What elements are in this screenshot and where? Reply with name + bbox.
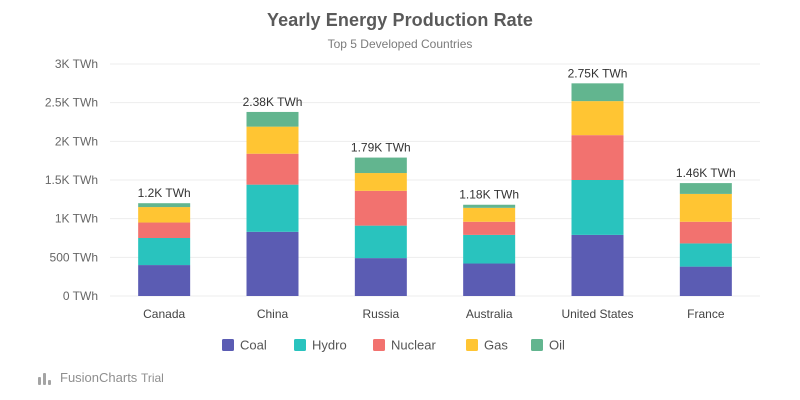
bar-segment-coal <box>571 234 624 296</box>
chart-subtitle: Top 5 Developed Countries <box>327 37 473 51</box>
bar-segment-nuclear <box>138 222 191 238</box>
brand-name: FusionCharts <box>60 370 138 385</box>
bar-segment-coal <box>354 258 407 296</box>
bar-segment-oil <box>354 157 407 174</box>
bar-segment-coal <box>679 266 732 296</box>
legend-label: Coal <box>240 338 267 353</box>
bar-segment-nuclear <box>463 221 516 235</box>
legend-swatch <box>466 339 478 351</box>
y-tick-label: 2.5K TWh <box>45 96 98 110</box>
total-label: 1.18K TWh <box>459 188 519 202</box>
x-tick-label: Australia <box>466 307 513 321</box>
legend-swatch <box>531 339 543 351</box>
legend-swatch <box>294 339 306 351</box>
bar-segment-hydro <box>246 184 299 232</box>
total-label: 1.46K TWh <box>676 166 736 180</box>
bar-segment-coal <box>138 265 191 296</box>
y-tick-label: 3K TWh <box>55 57 98 71</box>
bar-segment-gas <box>571 101 624 136</box>
total-label: 2.75K TWh <box>568 66 628 80</box>
x-tick-label: Russia <box>362 307 399 321</box>
bar-segment-nuclear <box>354 190 407 226</box>
bar-segment-oil <box>571 83 624 102</box>
bar-segment-gas <box>246 126 299 154</box>
bar-segment-gas <box>463 207 516 222</box>
bar-segment-hydro <box>138 238 191 266</box>
bar-segment-oil <box>246 111 299 127</box>
bar-segment-hydro <box>463 234 516 264</box>
brand-trial: Trial <box>140 371 164 385</box>
bar-segment-hydro <box>571 180 624 235</box>
total-label: 2.38K TWh <box>243 95 303 109</box>
bar-segment-oil <box>679 183 732 194</box>
legend-label: Oil <box>549 338 565 353</box>
legend-swatch <box>373 339 385 351</box>
bar-segment-coal <box>246 231 299 296</box>
legend-label: Hydro <box>312 338 347 353</box>
y-tick-label: 1.5K TWh <box>45 173 98 187</box>
x-tick-label: China <box>257 307 289 321</box>
legend-label: Nuclear <box>391 338 436 353</box>
bar-segment-oil <box>138 203 191 208</box>
bar-segment-nuclear <box>571 135 624 180</box>
legend-swatch <box>222 339 234 351</box>
bar-segment-gas <box>679 193 732 222</box>
bar-segment-gas <box>354 173 407 191</box>
branding: FusionCharts Trial <box>38 370 164 385</box>
total-label: 1.79K TWh <box>351 141 411 155</box>
bar-segment-nuclear <box>246 153 299 185</box>
y-tick-label: 0 TWh <box>63 289 98 303</box>
bar-segment-gas <box>138 207 191 223</box>
y-tick-label: 2K TWh <box>55 134 98 148</box>
bar-segment-hydro <box>354 225 407 259</box>
x-tick-label: Canada <box>143 307 185 321</box>
y-tick-label: 500 TWh <box>50 250 98 264</box>
x-tick-label: United States <box>561 307 633 321</box>
legend-label: Gas <box>484 338 508 353</box>
total-label: 1.2K TWh <box>138 186 191 200</box>
y-tick-label: 1K TWh <box>55 212 98 226</box>
chart-title: Yearly Energy Production Rate <box>267 10 533 30</box>
bar-segment-oil <box>463 204 516 208</box>
bar-segment-hydro <box>679 243 732 267</box>
x-tick-label: France <box>687 307 725 321</box>
bar-segment-coal <box>463 263 516 296</box>
fusioncharts-logo-icon <box>38 371 52 385</box>
bar-segment-nuclear <box>679 221 732 244</box>
